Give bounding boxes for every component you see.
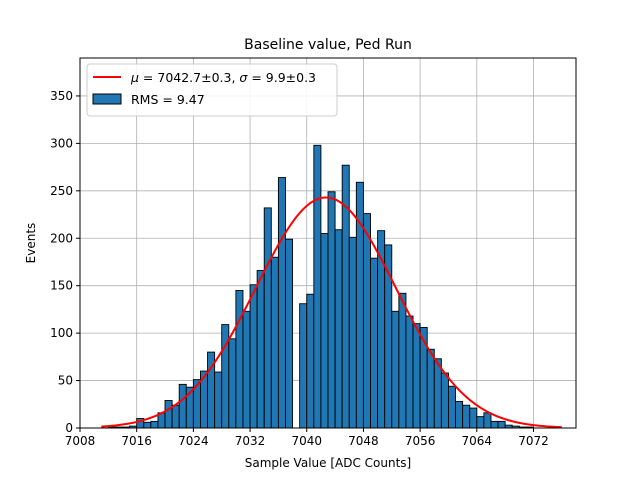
histogram-bar — [299, 303, 308, 429]
histogram-bar — [497, 420, 506, 429]
y-tick-label: 150 — [50, 279, 73, 293]
y-axis-ticks: 0 50 100 150 200 250 300 350 — [50, 89, 80, 435]
histogram-bar — [306, 293, 315, 429]
legend-mu-value: = 7042.7±0.3, — [139, 70, 239, 85]
y-tick-label: 200 — [50, 231, 73, 245]
x-tick-label: 7048 — [348, 434, 379, 448]
histogram-bar — [327, 191, 336, 429]
x-axis-ticks: 7008 7016 7024 7032 7040 7048 7056 7064 7072 — [65, 428, 549, 448]
histogram-bar — [256, 270, 265, 429]
legend: μ = 7042.7±0.3, σ = 9.9±0.3 RMS = 9.47 — [86, 63, 338, 117]
x-tick-label: 7072 — [518, 434, 549, 448]
histogram-bar — [320, 233, 329, 429]
histogram-bar — [214, 371, 223, 429]
x-tick-label: 7032 — [235, 434, 266, 448]
histogram-bar — [164, 400, 173, 429]
legend-sigma-symbol: σ — [239, 70, 248, 85]
histogram-bar — [476, 416, 485, 429]
histogram-bar — [405, 315, 414, 429]
x-axis-label: Sample Value [ADC Counts] — [245, 456, 411, 470]
y-tick-label: 350 — [50, 89, 73, 103]
x-tick-label: 7024 — [178, 434, 209, 448]
x-tick-label: 7056 — [405, 434, 436, 448]
legend-hist-label: RMS = 9.47 — [131, 92, 205, 107]
histogram-bar — [440, 372, 449, 429]
y-tick-label: 250 — [50, 184, 73, 198]
histogram-bar — [426, 348, 435, 429]
x-tick-label: 7064 — [462, 434, 493, 448]
histogram-bar — [143, 421, 152, 429]
histogram-bar — [228, 338, 237, 429]
histogram-bar — [370, 257, 379, 429]
histogram-bar — [490, 420, 499, 429]
x-tick-label: 7008 — [65, 434, 96, 448]
y-tick-label: 50 — [58, 374, 73, 388]
histogram-bar — [150, 420, 159, 429]
histogram-bar — [448, 385, 456, 429]
histogram-bar — [412, 323, 421, 429]
histogram-bar — [455, 400, 464, 429]
histogram-bar — [235, 289, 244, 429]
y-tick-label: 300 — [50, 136, 73, 150]
y-axis-label: Events — [24, 223, 38, 264]
histogram-bar — [263, 207, 272, 429]
plot-frame — [79, 57, 577, 429]
histogram-bar — [433, 358, 442, 429]
chart-title: Baseline value, Ped Run — [244, 37, 412, 53]
y-tick-label: 100 — [50, 326, 73, 340]
histogram-bar — [348, 236, 357, 429]
x-tick-label: 7040 — [291, 434, 322, 448]
histogram-bar — [391, 310, 400, 429]
x-tick-label: 7016 — [121, 434, 152, 448]
legend-mu-symbol: μ — [130, 70, 139, 85]
histogram-bar — [270, 256, 279, 429]
histogram-bar — [171, 404, 180, 429]
histogram-bar — [362, 213, 371, 429]
y-tick-label: 0 — [65, 421, 73, 435]
fit-curve — [101, 196, 562, 429]
histogram-bar — [398, 292, 407, 429]
histogram-bar — [242, 310, 251, 429]
histogram-bar — [462, 404, 471, 429]
histogram-bar — [483, 412, 492, 429]
histogram-bar — [277, 177, 286, 429]
legend-hist-swatch — [92, 93, 122, 105]
legend-fit-label: μ = 7042.7±0.3, σ = 9.9±0.3 — [130, 70, 316, 85]
legend-sigma-value: = 9.9±0.3 — [247, 70, 316, 85]
histogram-bar — [285, 238, 294, 429]
legend-box — [86, 63, 338, 117]
histogram-bar — [313, 144, 322, 429]
histogram-bars — [107, 144, 534, 429]
histogram-bar — [334, 229, 343, 429]
histogram-bar — [178, 383, 187, 429]
gaussian-fit — [101, 196, 562, 429]
histogram-bar — [469, 407, 478, 429]
histogram-bar — [249, 284, 258, 429]
